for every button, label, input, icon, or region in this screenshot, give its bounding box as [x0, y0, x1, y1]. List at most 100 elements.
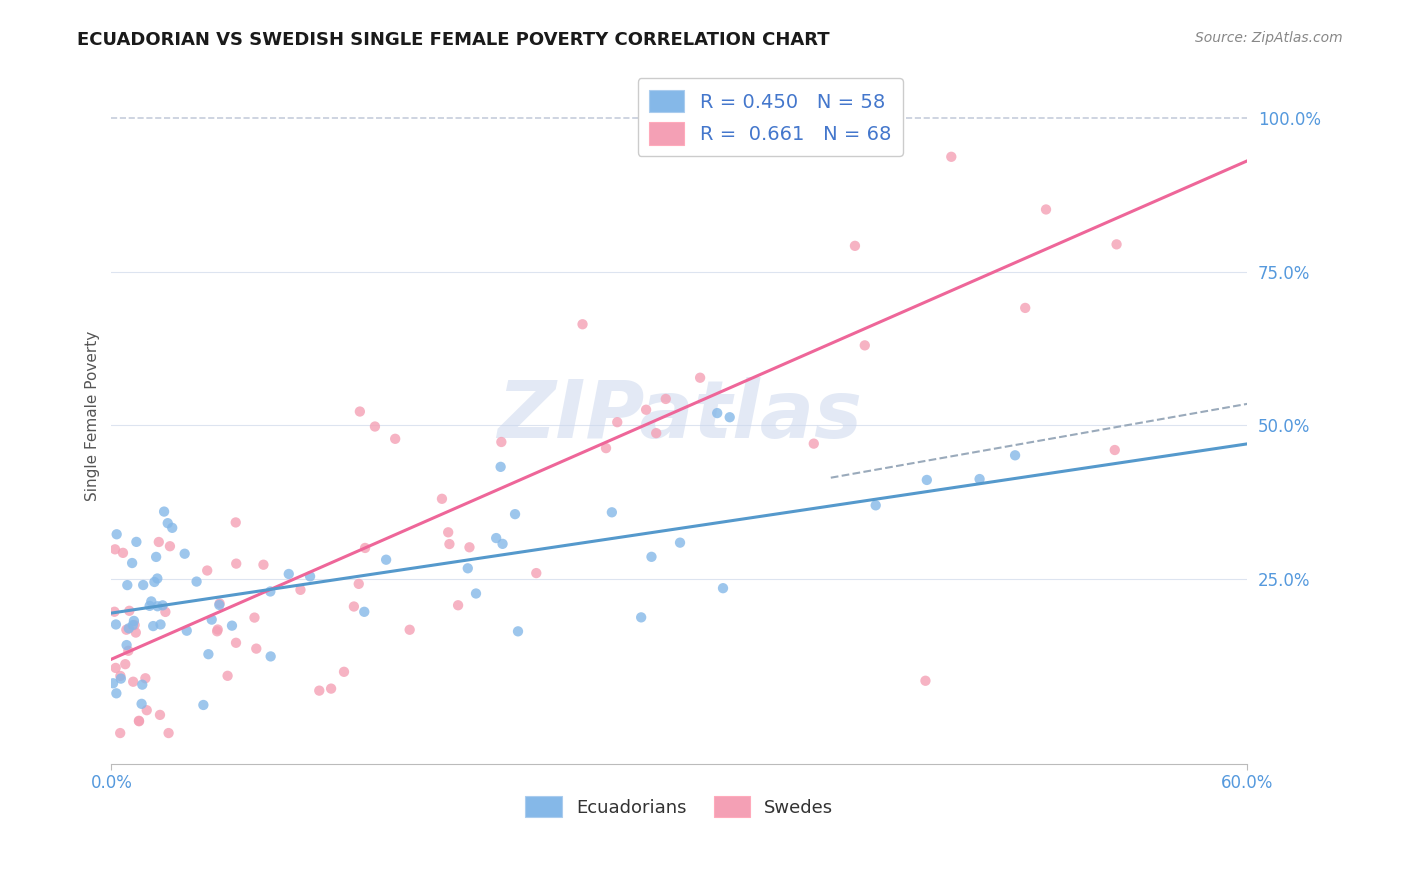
Point — [636, 402, 658, 417]
Point — [706, 406, 728, 420]
Point — [447, 599, 470, 613]
Point — [485, 531, 508, 545]
Point — [630, 610, 652, 624]
Point — [114, 657, 136, 672]
Point — [384, 432, 406, 446]
Point — [969, 472, 991, 486]
Point — [865, 499, 887, 513]
Point — [1105, 237, 1128, 252]
Point — [844, 239, 866, 253]
Point — [122, 674, 145, 689]
Point — [152, 599, 174, 613]
Point — [259, 584, 281, 599]
Point — [142, 619, 165, 633]
Point — [115, 638, 138, 652]
Point — [108, 726, 131, 740]
Point — [103, 605, 125, 619]
Point — [489, 459, 512, 474]
Point — [914, 673, 936, 688]
Point — [606, 415, 628, 429]
Point — [208, 598, 231, 612]
Point — [600, 505, 623, 519]
Point — [458, 541, 481, 555]
Point — [524, 566, 547, 580]
Point — [645, 426, 668, 441]
Point — [138, 599, 160, 613]
Point — [277, 566, 299, 581]
Point — [146, 599, 169, 614]
Point — [121, 556, 143, 570]
Legend: Ecuadorians, Swedes: Ecuadorians, Swedes — [519, 789, 841, 824]
Point — [221, 618, 243, 632]
Point — [375, 552, 398, 566]
Point — [803, 436, 825, 450]
Point — [1014, 301, 1036, 315]
Point — [457, 561, 479, 575]
Point — [669, 535, 692, 549]
Point — [128, 714, 150, 729]
Y-axis label: Single Female Poverty: Single Female Poverty — [86, 331, 100, 501]
Point — [195, 564, 218, 578]
Point — [117, 578, 139, 592]
Point — [260, 649, 283, 664]
Point — [640, 549, 662, 564]
Point — [208, 597, 231, 611]
Point — [153, 505, 176, 519]
Point — [439, 537, 461, 551]
Point — [308, 683, 330, 698]
Point — [156, 516, 179, 531]
Point — [299, 569, 322, 583]
Point — [160, 521, 183, 535]
Point — [689, 370, 711, 384]
Point — [941, 150, 963, 164]
Point — [134, 671, 156, 685]
Point — [135, 703, 157, 717]
Point — [853, 338, 876, 352]
Point — [110, 669, 132, 683]
Point — [398, 623, 420, 637]
Point — [110, 672, 132, 686]
Point — [437, 525, 460, 540]
Point — [149, 707, 172, 722]
Point — [122, 614, 145, 628]
Point — [252, 558, 274, 572]
Point — [104, 661, 127, 675]
Point — [173, 547, 195, 561]
Text: Source: ZipAtlas.com: Source: ZipAtlas.com — [1195, 31, 1343, 45]
Point — [1104, 443, 1126, 458]
Point — [225, 636, 247, 650]
Point — [319, 681, 342, 696]
Point — [118, 621, 141, 635]
Point — [364, 419, 387, 434]
Point — [125, 534, 148, 549]
Point — [245, 641, 267, 656]
Point — [205, 624, 228, 639]
Point — [347, 577, 370, 591]
Point — [353, 605, 375, 619]
Point — [148, 535, 170, 549]
Point — [1035, 202, 1057, 217]
Point — [118, 604, 141, 618]
Point — [145, 549, 167, 564]
Point — [104, 617, 127, 632]
Point — [111, 546, 134, 560]
Point — [595, 441, 617, 455]
Point — [143, 574, 166, 589]
Point — [711, 581, 734, 595]
Point — [124, 618, 146, 632]
Point — [349, 404, 371, 418]
Point — [141, 594, 163, 608]
Point — [131, 678, 153, 692]
Point — [1004, 448, 1026, 462]
Point — [430, 491, 453, 506]
Point — [149, 617, 172, 632]
Point — [159, 539, 181, 553]
Point — [290, 582, 312, 597]
Point — [225, 557, 247, 571]
Point — [121, 618, 143, 632]
Text: ZIPatlas: ZIPatlas — [496, 377, 862, 455]
Point — [506, 624, 529, 639]
Point — [354, 541, 377, 555]
Point — [193, 698, 215, 712]
Point — [132, 578, 155, 592]
